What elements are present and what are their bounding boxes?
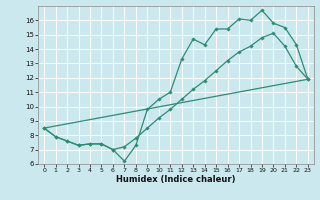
X-axis label: Humidex (Indice chaleur): Humidex (Indice chaleur) bbox=[116, 175, 236, 184]
